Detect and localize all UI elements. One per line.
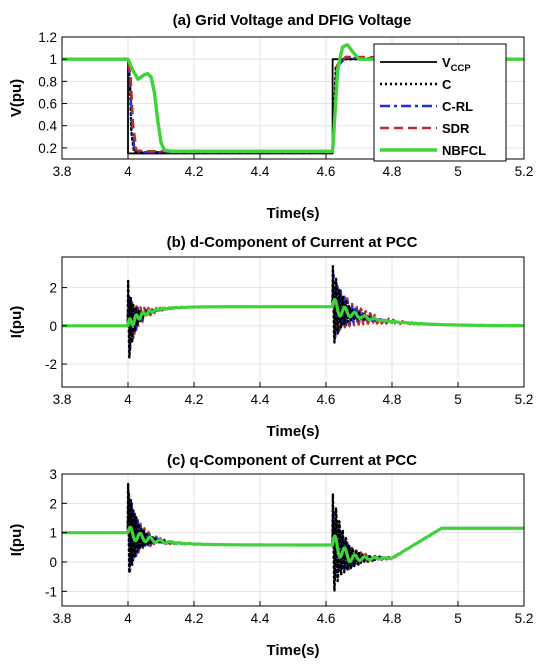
y-tick-label: -2	[45, 357, 57, 372]
panel-a-ylabel: V(pu)	[8, 79, 25, 117]
x-tick-label: 5	[454, 611, 462, 626]
panel-c-series	[62, 482, 524, 593]
y-tick-label: 1	[49, 526, 57, 541]
panel-c-ticks: 3.8 4 4.2 4.4 4.6 4.8 5 5.2 -1 0 1 2 3	[45, 467, 533, 626]
legend-label: VCCP	[442, 55, 471, 74]
y-tick-label: 1.2	[38, 30, 57, 45]
y-tick-label: 2	[49, 496, 57, 511]
panel-c-title: (c) q-Component of Current at PCC	[167, 452, 417, 469]
y-tick-label: 1	[49, 52, 57, 67]
x-tick-label: 4.4	[251, 392, 270, 407]
panel-b-ticks: 3.8 4 4.2 4.4 4.6 4.8 5 5.2 -2 0 2	[45, 281, 533, 407]
y-tick-label: -1	[45, 584, 57, 599]
panel-c: (c) q-Component of Current at PCC 3.8 4 4.…	[8, 452, 533, 659]
x-tick-label: 4.6	[317, 392, 336, 407]
x-tick-label: 4.8	[383, 392, 402, 407]
x-tick-label: 4	[124, 611, 132, 626]
y-tick-label: 0	[49, 555, 57, 570]
x-tick-label: 4.4	[251, 164, 270, 179]
y-tick-label: 0.2	[38, 141, 57, 156]
panel-b-frame	[61, 256, 525, 388]
x-tick-label: 3.8	[53, 392, 72, 407]
x-tick-label: 5	[454, 164, 462, 179]
x-tick-label: 5.2	[515, 392, 534, 407]
y-tick-label: 0.6	[38, 97, 57, 112]
panel-b-series	[62, 265, 524, 359]
panel-c-ylabel: I(pu)	[8, 524, 25, 556]
panel-a-legend: VCCP C C-RL SDR NBFCL	[373, 43, 507, 162]
x-tick-label: 4.8	[383, 611, 402, 626]
panel-a-ticks: 3.8 4 4.2 4.4 4.6 4.8 5 5.2 0.2 0.4 0.6 0.8 1 1.2	[38, 30, 533, 179]
panel-a-xlabel: Time(s)	[266, 205, 319, 222]
y-tick-label: 2	[49, 281, 57, 296]
legend-label: SDR	[442, 121, 470, 136]
x-tick-label: 3.8	[53, 164, 72, 179]
panel-b-title: (b) d-Component of Current at PCC	[167, 234, 418, 251]
x-tick-label: 4.6	[317, 164, 336, 179]
legend-label: C	[442, 77, 452, 92]
y-tick-label: 0.8	[38, 74, 57, 89]
panel-a-title: (a) Grid Voltage and DFIG Voltage	[173, 12, 412, 29]
panel-b-xlabel: Time(s)	[266, 423, 319, 440]
x-tick-label: 5	[454, 392, 462, 407]
y-tick-label: 0	[49, 319, 57, 334]
x-tick-label: 4	[124, 164, 132, 179]
x-tick-label: 3.8	[53, 611, 72, 626]
panel-a: (a) Grid Voltage and DFIG Voltage 3.8 4 4.…	[8, 12, 533, 222]
x-tick-label: 4.6	[317, 611, 336, 626]
x-tick-label: 4.2	[185, 164, 204, 179]
x-tick-label: 4.4	[251, 611, 270, 626]
series-line-3	[62, 297, 524, 328]
y-tick-label: 3	[49, 467, 57, 482]
legend-box	[373, 43, 507, 162]
series-line-3	[62, 525, 524, 564]
legend-items: VCCP C C-RL SDR NBFCL	[380, 55, 486, 158]
legend-label: C-RL	[442, 99, 473, 114]
panel-b-ylabel: I(pu)	[8, 306, 25, 338]
x-tick-label: 4.2	[185, 392, 204, 407]
panel-a-series	[62, 43, 524, 155]
x-tick-label: 4.2	[185, 611, 204, 626]
legend-label: NBFCL	[442, 143, 486, 158]
x-tick-label: 5.2	[515, 164, 534, 179]
series-line-3	[62, 55, 524, 153]
series-line-2	[62, 56, 524, 154]
panel-a-frame	[61, 36, 525, 160]
x-tick-label: 5.2	[515, 611, 534, 626]
panel-c-frame	[61, 473, 525, 607]
y-tick-label: 0.4	[38, 119, 57, 134]
series-line-4	[62, 43, 524, 153]
x-tick-label: 4.8	[383, 164, 402, 179]
panel-c-xlabel: Time(s)	[266, 642, 319, 659]
x-tick-label: 4	[124, 392, 132, 407]
panel-b: (b) d-Component of Current at PCC 3.8 4 4.…	[8, 234, 533, 440]
